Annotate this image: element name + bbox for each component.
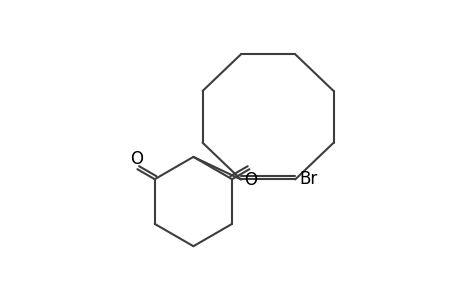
Text: O: O xyxy=(243,171,256,189)
Text: O: O xyxy=(130,150,143,168)
Text: Br: Br xyxy=(299,170,317,188)
